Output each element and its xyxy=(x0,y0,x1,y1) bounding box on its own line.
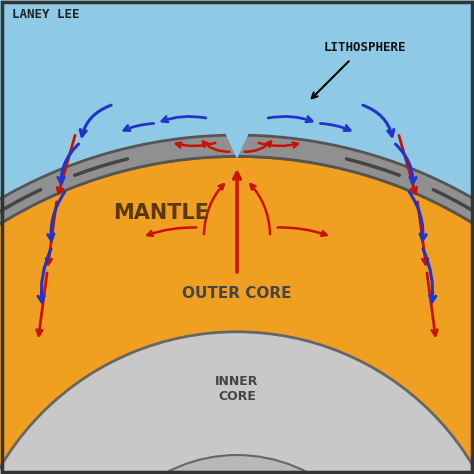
Wedge shape xyxy=(0,332,474,474)
Text: OUTER CORE: OUTER CORE xyxy=(182,286,292,301)
Text: LANEY LEE: LANEY LEE xyxy=(12,8,79,21)
Text: INNER
CORE: INNER CORE xyxy=(215,374,259,403)
Polygon shape xyxy=(223,128,251,159)
Wedge shape xyxy=(85,455,389,474)
Polygon shape xyxy=(0,135,474,474)
Text: LITHOSPHERE: LITHOSPHERE xyxy=(324,41,406,54)
Text: MANTLE: MANTLE xyxy=(113,203,209,223)
Wedge shape xyxy=(0,156,474,474)
